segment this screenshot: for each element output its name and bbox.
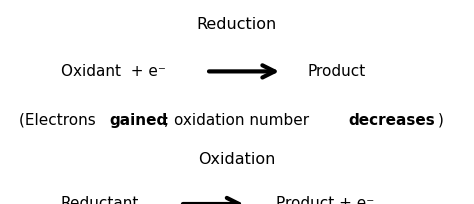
Text: Reduction: Reduction: [197, 17, 277, 32]
Text: gained: gained: [109, 113, 168, 128]
Text: Product: Product: [308, 64, 365, 79]
Text: Oxidation: Oxidation: [198, 152, 276, 167]
Text: Oxidant  + e⁻: Oxidant + e⁻: [61, 64, 166, 79]
Text: decreases: decreases: [349, 113, 436, 128]
Text: (Electrons: (Electrons: [19, 113, 100, 128]
Text: ): ): [438, 113, 444, 128]
Text: Product + e⁻: Product + e⁻: [275, 196, 374, 204]
Text: Reductant: Reductant: [60, 196, 139, 204]
Text: ; oxidation number: ; oxidation number: [164, 113, 314, 128]
